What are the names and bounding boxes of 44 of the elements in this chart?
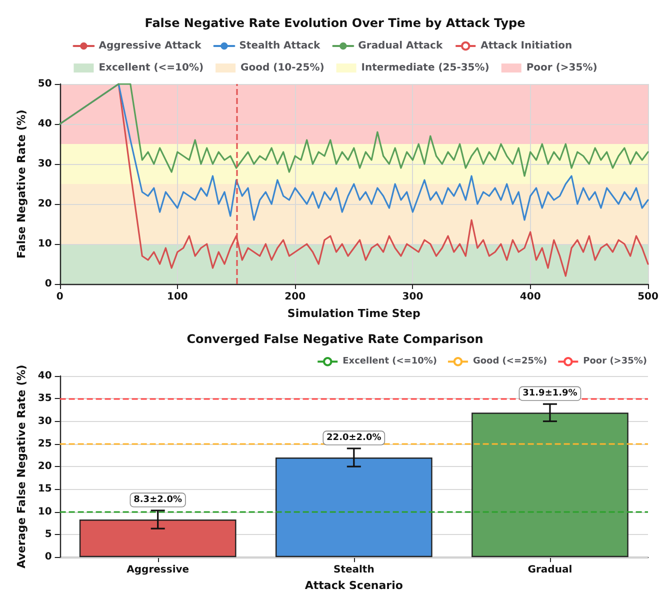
legend-label: Good (10-25%) <box>240 62 324 74</box>
legend-label: Poor (>35%) <box>583 356 647 367</box>
legend-label: Aggressive Attack <box>98 40 202 52</box>
y-axis-title: Average False Negative Rate (%) <box>15 364 28 568</box>
y-tick-label: 10 <box>38 506 52 518</box>
y-tick-label: 20 <box>38 198 52 210</box>
y-tick-label: 50 <box>38 78 52 90</box>
legend-label: Intermediate (25-35%) <box>361 62 490 74</box>
data-label: 31.9±1.9% <box>522 388 578 399</box>
legend-label: Excellent (<=10%) <box>342 356 437 367</box>
y-tick-label: 15 <box>38 484 52 495</box>
x-tick-label: 400 <box>520 292 541 302</box>
data-label: 8.3±2.0% <box>134 494 182 505</box>
x-tick-label: 300 <box>402 292 424 302</box>
legend-label: Attack Initiation <box>480 40 572 52</box>
y-tick-label: 0 <box>44 278 52 290</box>
x-tick-label: Gradual <box>528 564 572 576</box>
legend-label: Gradual Attack <box>358 40 443 52</box>
y-tick-label: 10 <box>38 238 52 250</box>
legend-label: Poor (>35%) <box>526 62 598 74</box>
x-tick-label: Aggressive <box>126 564 190 576</box>
x-tick-label: 200 <box>284 292 306 302</box>
x-tick-label: 100 <box>167 292 188 302</box>
x-tick-label: Stealth <box>333 564 374 576</box>
y-tick-label: 30 <box>38 416 52 427</box>
chart-title: Converged False Negative Rate Comparison <box>186 332 484 346</box>
legend-label: Stealth Attack <box>239 40 321 52</box>
x-tick-label: 0 <box>56 292 64 302</box>
chart-title: False Negative Rate Evolution Over Time by Attack Type <box>144 16 526 30</box>
y-tick-label: 40 <box>38 370 52 382</box>
y-tick-label: 20 <box>38 461 52 472</box>
x-axis-title: Simulation Time Step <box>287 307 421 320</box>
y-tick-label: 30 <box>38 158 52 170</box>
data-label: 22.0±2.0% <box>326 432 382 443</box>
y-tick-label: 5 <box>44 528 52 540</box>
x-tick-label: 500 <box>638 292 658 302</box>
y-tick-label: 0 <box>44 552 52 563</box>
y-tick-label: 25 <box>38 438 52 450</box>
legend-label: Good (<=25%) <box>472 356 548 367</box>
legend-label: Excellent (<=10%) <box>98 62 204 74</box>
y-axis-title: False Negative Rate (%) <box>15 110 28 258</box>
x-axis-title: Attack Scenario <box>304 579 404 592</box>
y-tick-label: 35 <box>38 393 52 404</box>
y-tick-label: 40 <box>38 118 52 130</box>
